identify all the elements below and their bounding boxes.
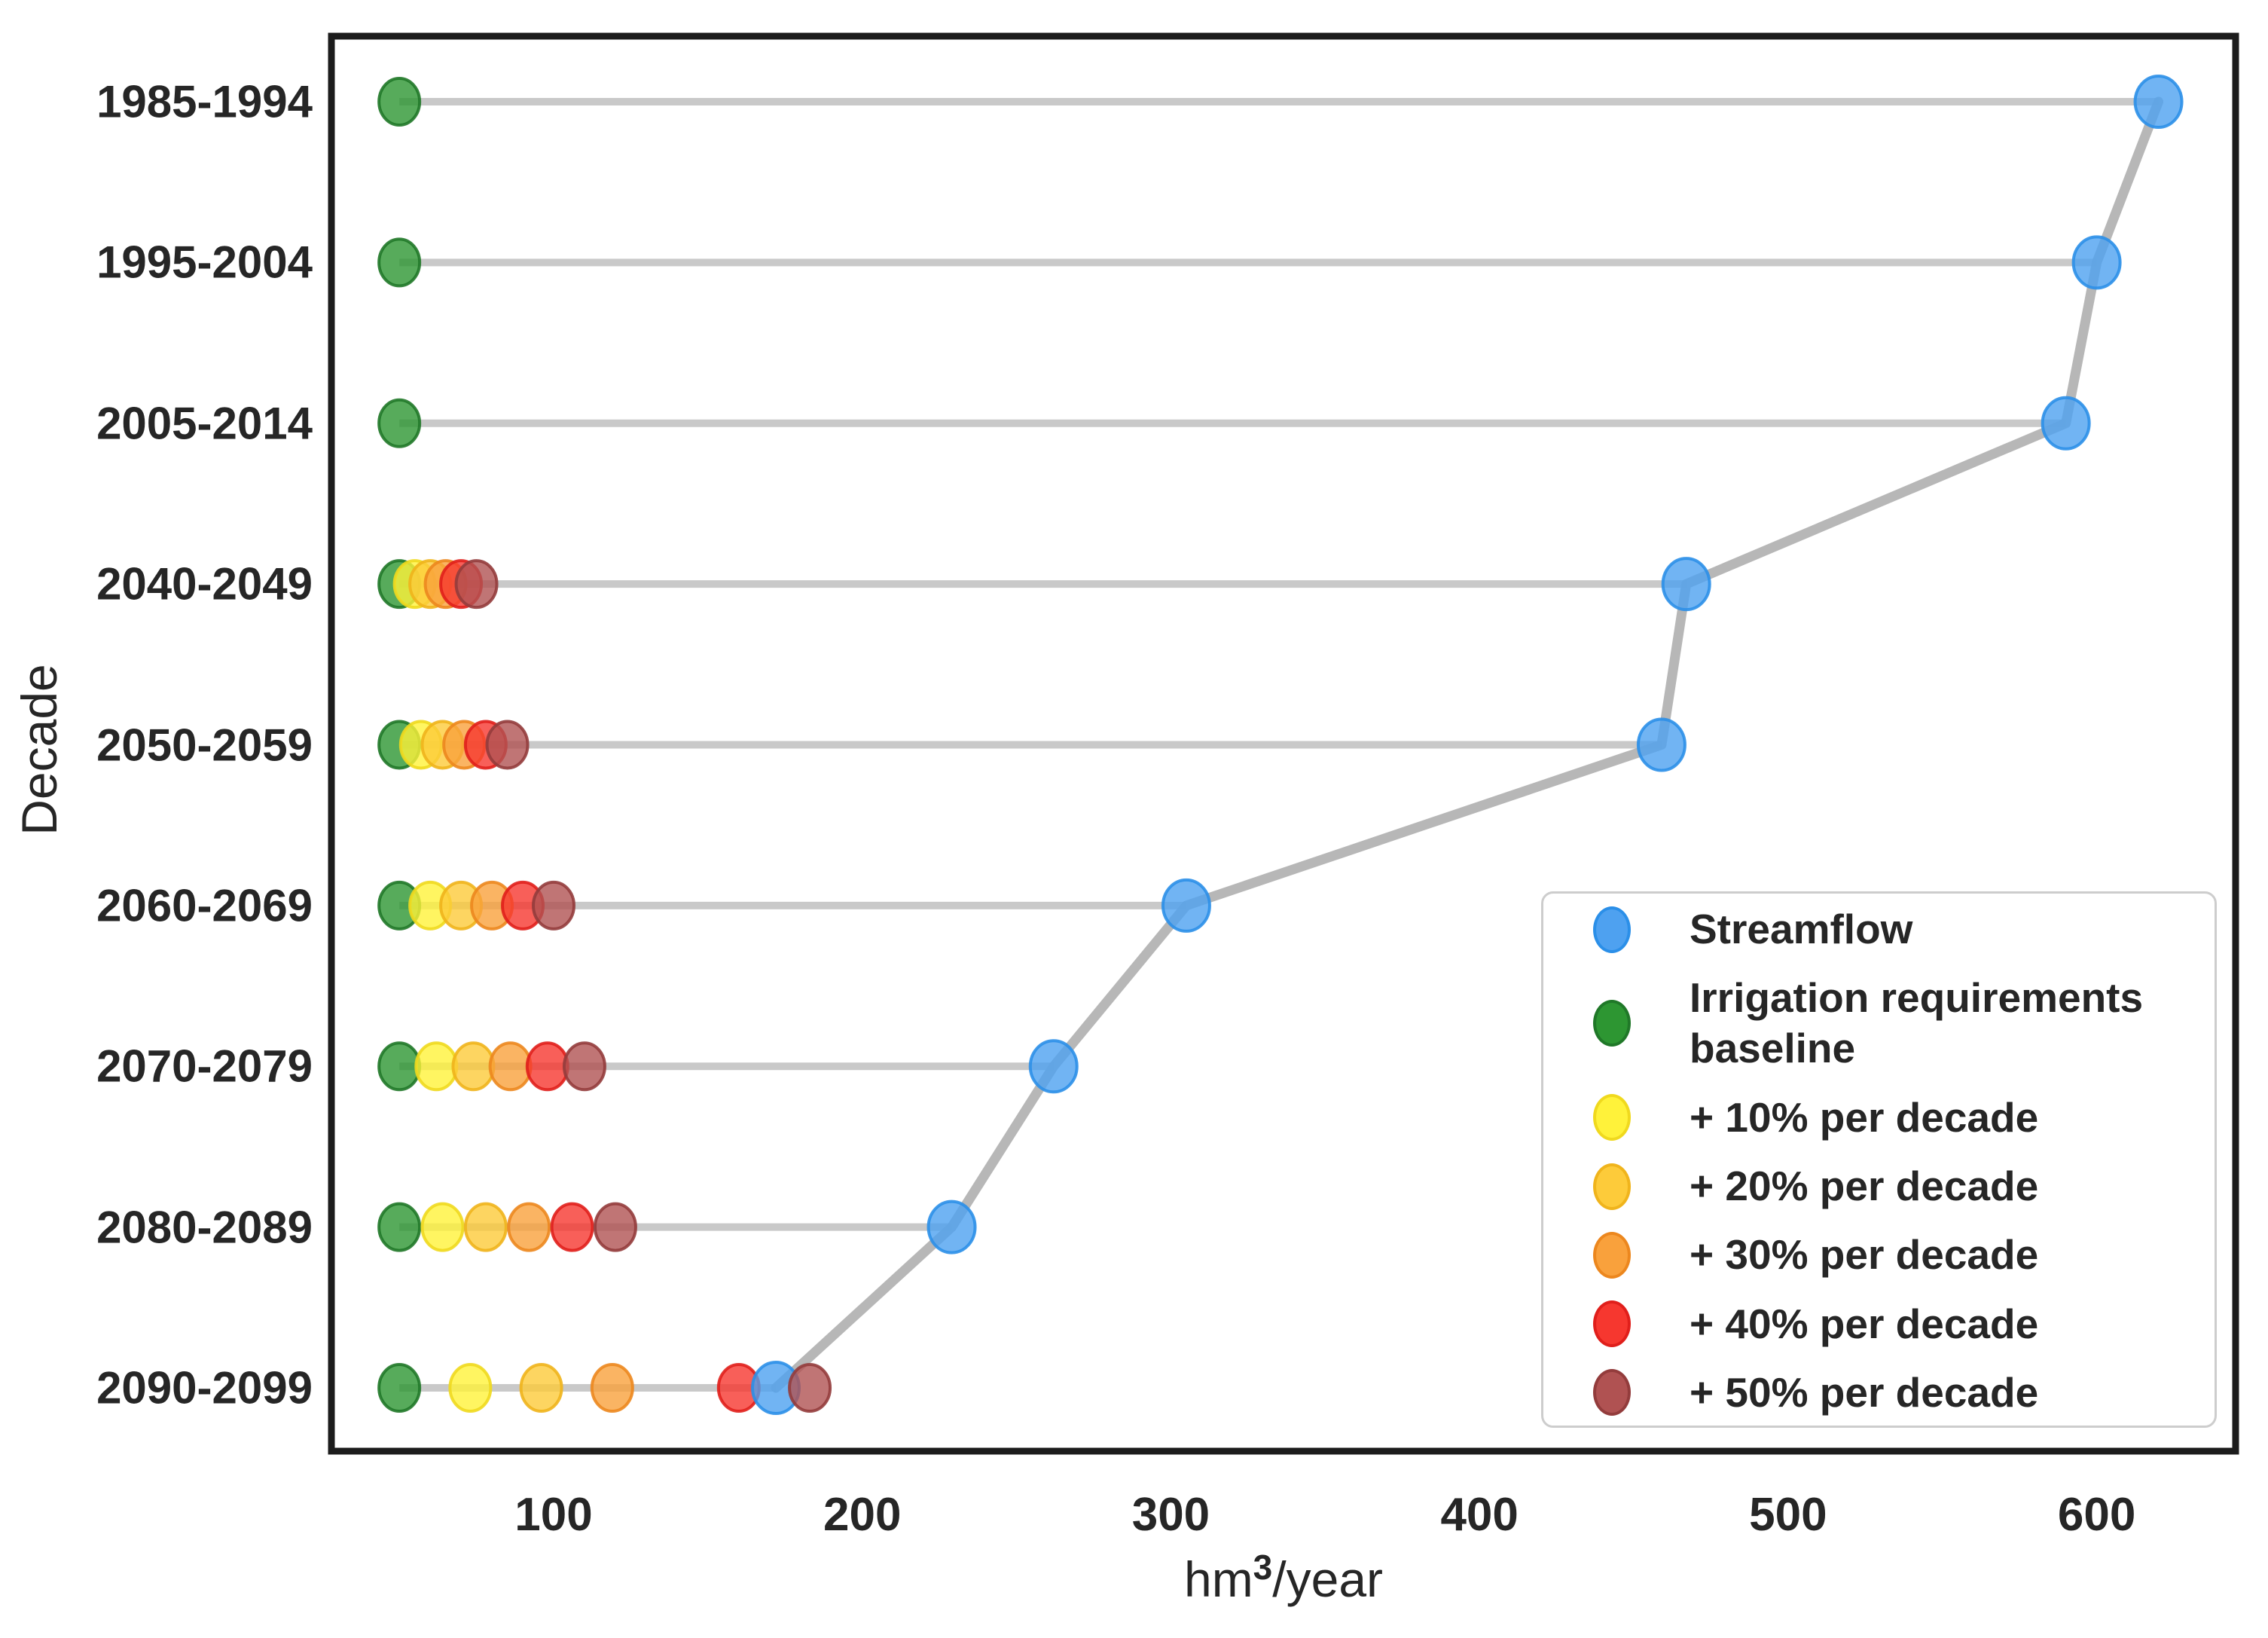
- x-tick-label-500: 500: [1749, 1489, 1827, 1541]
- legend-label: + 20% per decade: [1690, 1162, 2039, 1209]
- plus50-dot-2060-2069: [532, 880, 576, 931]
- x-axis-label: hm3/year: [1183, 1548, 1384, 1608]
- y-tick-label-2040-2049: 2040-2049: [96, 558, 313, 610]
- x-tick-label-400: 400: [1440, 1489, 1519, 1541]
- baseline-dot-2080-2089: [377, 1202, 422, 1252]
- legend-entry-3: + 20% per decade: [1572, 1161, 2199, 1212]
- y-tick-label-2060-2069: 2060-2069: [96, 880, 313, 931]
- legend-label: + 10% per decade: [1690, 1093, 2039, 1141]
- streamflow-dot-2040-2049: [1661, 557, 1711, 612]
- legend-marker-icon: [1593, 1163, 1631, 1210]
- baseline-dot-2070-2079: [377, 1041, 422, 1092]
- plus10-dot-2080-2089: [420, 1202, 465, 1252]
- legend-marker-icon: [1593, 906, 1631, 953]
- baseline-dot-1995-2004: [377, 237, 422, 288]
- x-axis-label-superscript: 3: [1253, 1548, 1273, 1587]
- x-axis-label-prefix: hm: [1183, 1551, 1253, 1607]
- plus40-dot-2070-2079: [525, 1041, 569, 1092]
- streamflow-dot-1985-1994: [2133, 75, 2184, 129]
- plus50-dot-2050-2059: [485, 720, 530, 770]
- y-tick-label-1995-2004: 1995-2004: [96, 237, 313, 288]
- streamflow-dot-2080-2089: [926, 1199, 977, 1254]
- plot-border: [328, 32, 2239, 1455]
- plus50-dot-2070-2079: [562, 1041, 606, 1092]
- legend-label: Irrigation requirements baseline: [1690, 974, 2144, 1072]
- y-tick-label-1985-1994: 1985-1994: [96, 76, 313, 127]
- x-tick-label-300: 300: [1131, 1489, 1210, 1541]
- x-tick-label-200: 200: [823, 1489, 902, 1541]
- legend-entry-1: Irrigation requirements baseline: [1572, 973, 2199, 1074]
- plus50-dot-2040-2049: [454, 559, 499, 610]
- legend-label: + 50% per decade: [1690, 1368, 2039, 1416]
- plus30-dot-2090-2099: [590, 1363, 634, 1413]
- plus20-dot-2080-2089: [463, 1202, 508, 1252]
- y-tick-label-2070-2079: 2070-2079: [96, 1041, 313, 1092]
- legend-marker-icon: [1593, 1000, 1631, 1047]
- baseline-dot-2005-2014: [377, 398, 422, 448]
- streamflow-dot-2050-2059: [1636, 717, 1687, 772]
- streamflow-dot-2005-2014: [2041, 396, 2091, 451]
- plus50-dot-2090-2099: [788, 1363, 832, 1413]
- legend-entry-6: + 50% per decade: [1572, 1368, 2199, 1418]
- streamflow-dot-2070-2079: [1028, 1039, 1079, 1094]
- plus10-dot-2090-2099: [448, 1363, 493, 1413]
- legend-marker-icon: [1593, 1369, 1631, 1416]
- legend-entry-4: + 30% per decade: [1572, 1230, 2199, 1280]
- legend-label: + 30% per decade: [1690, 1231, 2039, 1279]
- legend-marker-icon: [1593, 1300, 1631, 1348]
- plus20-dot-2070-2079: [451, 1041, 496, 1092]
- y-tick-label-2080-2089: 2080-2089: [96, 1202, 313, 1253]
- baseline-dot-1985-1994: [377, 77, 422, 127]
- y-axis-label: Decade: [11, 664, 67, 836]
- legend-marker-icon: [1593, 1231, 1631, 1279]
- plus30-dot-2080-2089: [507, 1202, 551, 1252]
- plus10-dot-2070-2079: [414, 1041, 459, 1092]
- legend-label: Streamflow: [1690, 906, 1913, 952]
- plus20-dot-2090-2099: [519, 1363, 563, 1413]
- legend: Streamflow Irrigation requirements baseli…: [1541, 891, 2217, 1428]
- y-tick-label-2050-2059: 2050-2059: [96, 720, 313, 770]
- x-tick-label-600: 600: [2057, 1489, 2136, 1541]
- legend-marker-icon: [1593, 1094, 1631, 1141]
- legend-label: + 40% per decade: [1690, 1300, 2039, 1347]
- plus50-dot-2080-2089: [593, 1202, 637, 1252]
- y-tick-label-2090-2099: 2090-2099: [96, 1362, 313, 1413]
- streamflow-dot-1995-2004: [2071, 235, 2122, 290]
- plus40-dot-2080-2089: [550, 1202, 594, 1252]
- x-axis-label-suffix: /year: [1272, 1551, 1384, 1607]
- legend-entry-2: + 10% per decade: [1572, 1093, 2199, 1143]
- baseline-dot-2090-2099: [377, 1363, 422, 1413]
- x-tick-label-100: 100: [514, 1489, 593, 1541]
- plus30-dot-2070-2079: [488, 1041, 533, 1092]
- y-tick-label-2005-2014: 2005-2014: [96, 398, 313, 449]
- legend-entry-0: Streamflow: [1572, 904, 2199, 955]
- legend-entry-5: + 40% per decade: [1572, 1299, 2199, 1349]
- streamflow-dot-2060-2069: [1161, 878, 1211, 933]
